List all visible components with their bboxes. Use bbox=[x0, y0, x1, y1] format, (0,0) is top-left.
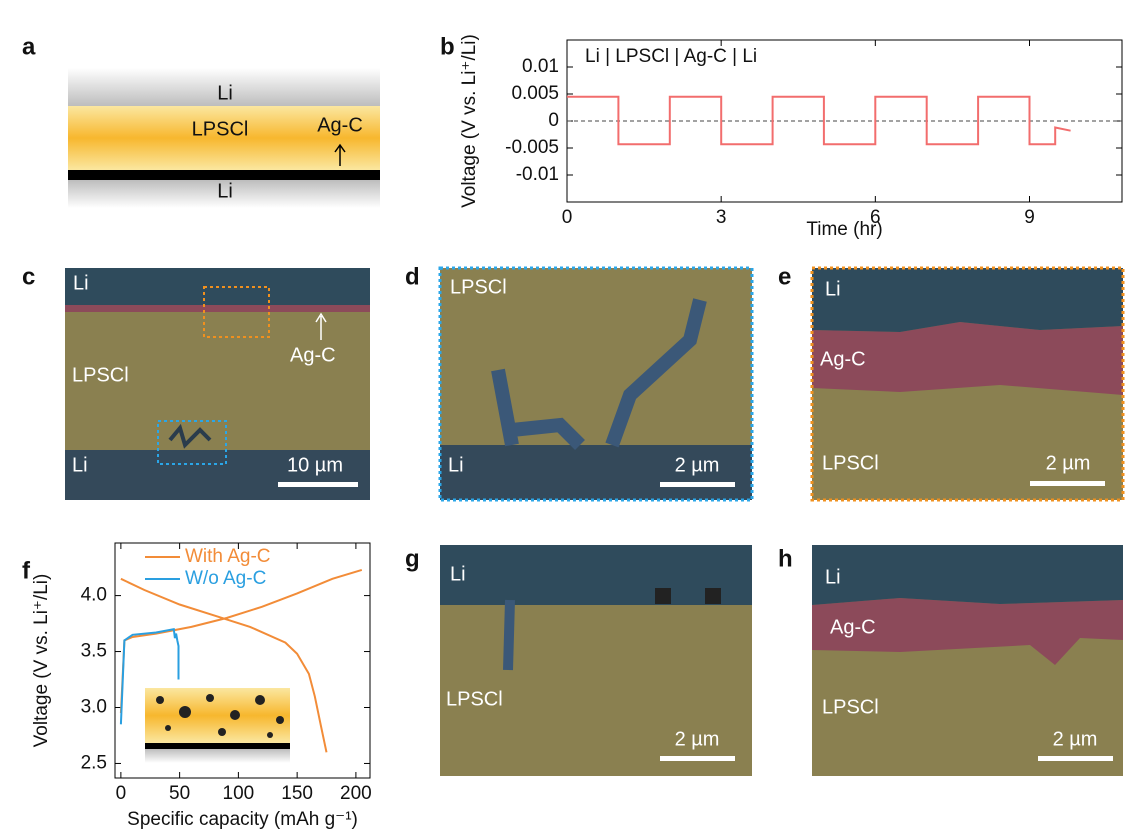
void bbox=[655, 588, 671, 604]
layer-label: Li bbox=[217, 82, 233, 104]
region-label: Li bbox=[72, 454, 88, 476]
region-label: Ag-C bbox=[290, 344, 336, 366]
y-axis-label: Voltage (V vs. Li⁺/Li) bbox=[31, 574, 52, 748]
scale-label: 2 µm bbox=[675, 454, 720, 476]
x-axis-label: Specific capacity (mAh g⁻¹) bbox=[127, 809, 358, 830]
layer-label: Li bbox=[217, 180, 233, 202]
panel-label: c bbox=[22, 263, 35, 290]
y-axis-label: Voltage (V vs. Li⁺/Li) bbox=[459, 34, 480, 208]
figure: a Li LPSCl Ag-C Li c Li Ag-C LPSCl Li 10… bbox=[0, 0, 1127, 833]
x-tick-label: 0 bbox=[562, 207, 573, 228]
region-label: Li bbox=[73, 272, 89, 294]
scale-bar bbox=[660, 756, 735, 761]
x-tick-label: 100 bbox=[223, 783, 255, 804]
void bbox=[705, 588, 721, 604]
x-axis-label: Time (hr) bbox=[806, 219, 882, 240]
scale-label: 10 µm bbox=[287, 454, 343, 476]
region-label: Li bbox=[450, 563, 466, 585]
x-tick-label: 50 bbox=[169, 783, 190, 804]
y-tick-label: 3.0 bbox=[81, 697, 107, 718]
region-label: LPSCl bbox=[72, 364, 129, 386]
agc-layer bbox=[68, 170, 380, 180]
y-tick-label: 3.5 bbox=[81, 641, 107, 662]
scale-bar bbox=[660, 482, 735, 487]
data-line bbox=[567, 97, 1071, 145]
dendrite bbox=[508, 600, 510, 670]
agc-region bbox=[65, 305, 370, 312]
panel-e: e Li Ag-C LPSCl 2 µm bbox=[778, 263, 1123, 500]
panel-h: h Li Ag-C LPSCl 2 µm bbox=[778, 545, 1123, 776]
scale-label: 2 µm bbox=[1053, 728, 1098, 750]
li-region bbox=[812, 268, 1123, 332]
y-tick-label: -0.005 bbox=[505, 137, 559, 158]
x-tick-label: 9 bbox=[1024, 207, 1035, 228]
y-tick-label: 4.0 bbox=[81, 585, 107, 606]
legend-label: With Ag-C bbox=[185, 546, 271, 567]
li-region bbox=[812, 545, 1123, 605]
y-tick-label: -0.01 bbox=[516, 164, 559, 185]
scale-bar bbox=[1038, 756, 1113, 761]
annotation: Li | LPSCl | Ag-C | Li bbox=[585, 46, 757, 67]
region-label: LPSCl bbox=[822, 696, 879, 718]
panel-c: c Li Ag-C LPSCl Li 10 µm bbox=[22, 263, 370, 500]
panel-d: d LPSCl Li 2 µm bbox=[405, 263, 752, 500]
inset-schematic bbox=[145, 688, 290, 763]
scale-label: 2 µm bbox=[675, 728, 720, 750]
scale-bar bbox=[278, 482, 358, 487]
x-tick-label: 0 bbox=[116, 783, 127, 804]
x-tick-label: 150 bbox=[281, 783, 313, 804]
region-label: Li bbox=[825, 566, 841, 588]
layer-label: LPSCl bbox=[192, 118, 249, 140]
y-tick-label: 0 bbox=[548, 110, 559, 131]
region-label: Ag-C bbox=[830, 616, 876, 638]
panel-label: e bbox=[778, 263, 791, 290]
region-label: Ag-C bbox=[820, 348, 866, 370]
y-tick-label: 2.5 bbox=[81, 752, 107, 773]
x-tick-label: 3 bbox=[716, 207, 727, 228]
panel-label: a bbox=[22, 33, 36, 60]
legend-label: W/o Ag-C bbox=[185, 568, 266, 589]
scale-label: 2 µm bbox=[1046, 452, 1091, 474]
region-label: LPSCl bbox=[822, 452, 879, 474]
scale-bar bbox=[1030, 481, 1105, 486]
panel-a: a Li LPSCl Ag-C Li bbox=[22, 33, 380, 208]
y-tick-label: 0.01 bbox=[522, 56, 559, 77]
panel-g: g Li LPSCl 2 µm bbox=[405, 545, 752, 776]
region-label: LPSCl bbox=[450, 276, 507, 298]
region-label: Li bbox=[825, 278, 841, 300]
layer-label: Ag-C bbox=[317, 114, 363, 136]
x-tick-label: 200 bbox=[340, 783, 372, 804]
panel-label: h bbox=[778, 545, 793, 572]
region-label: Li bbox=[448, 454, 464, 476]
panel-label: f bbox=[22, 557, 31, 584]
y-tick-label: 0.005 bbox=[511, 83, 559, 104]
panel-label: g bbox=[405, 545, 420, 572]
panel-label: b bbox=[440, 33, 455, 60]
region-label: LPSCl bbox=[446, 688, 503, 710]
panel-label: d bbox=[405, 263, 420, 290]
